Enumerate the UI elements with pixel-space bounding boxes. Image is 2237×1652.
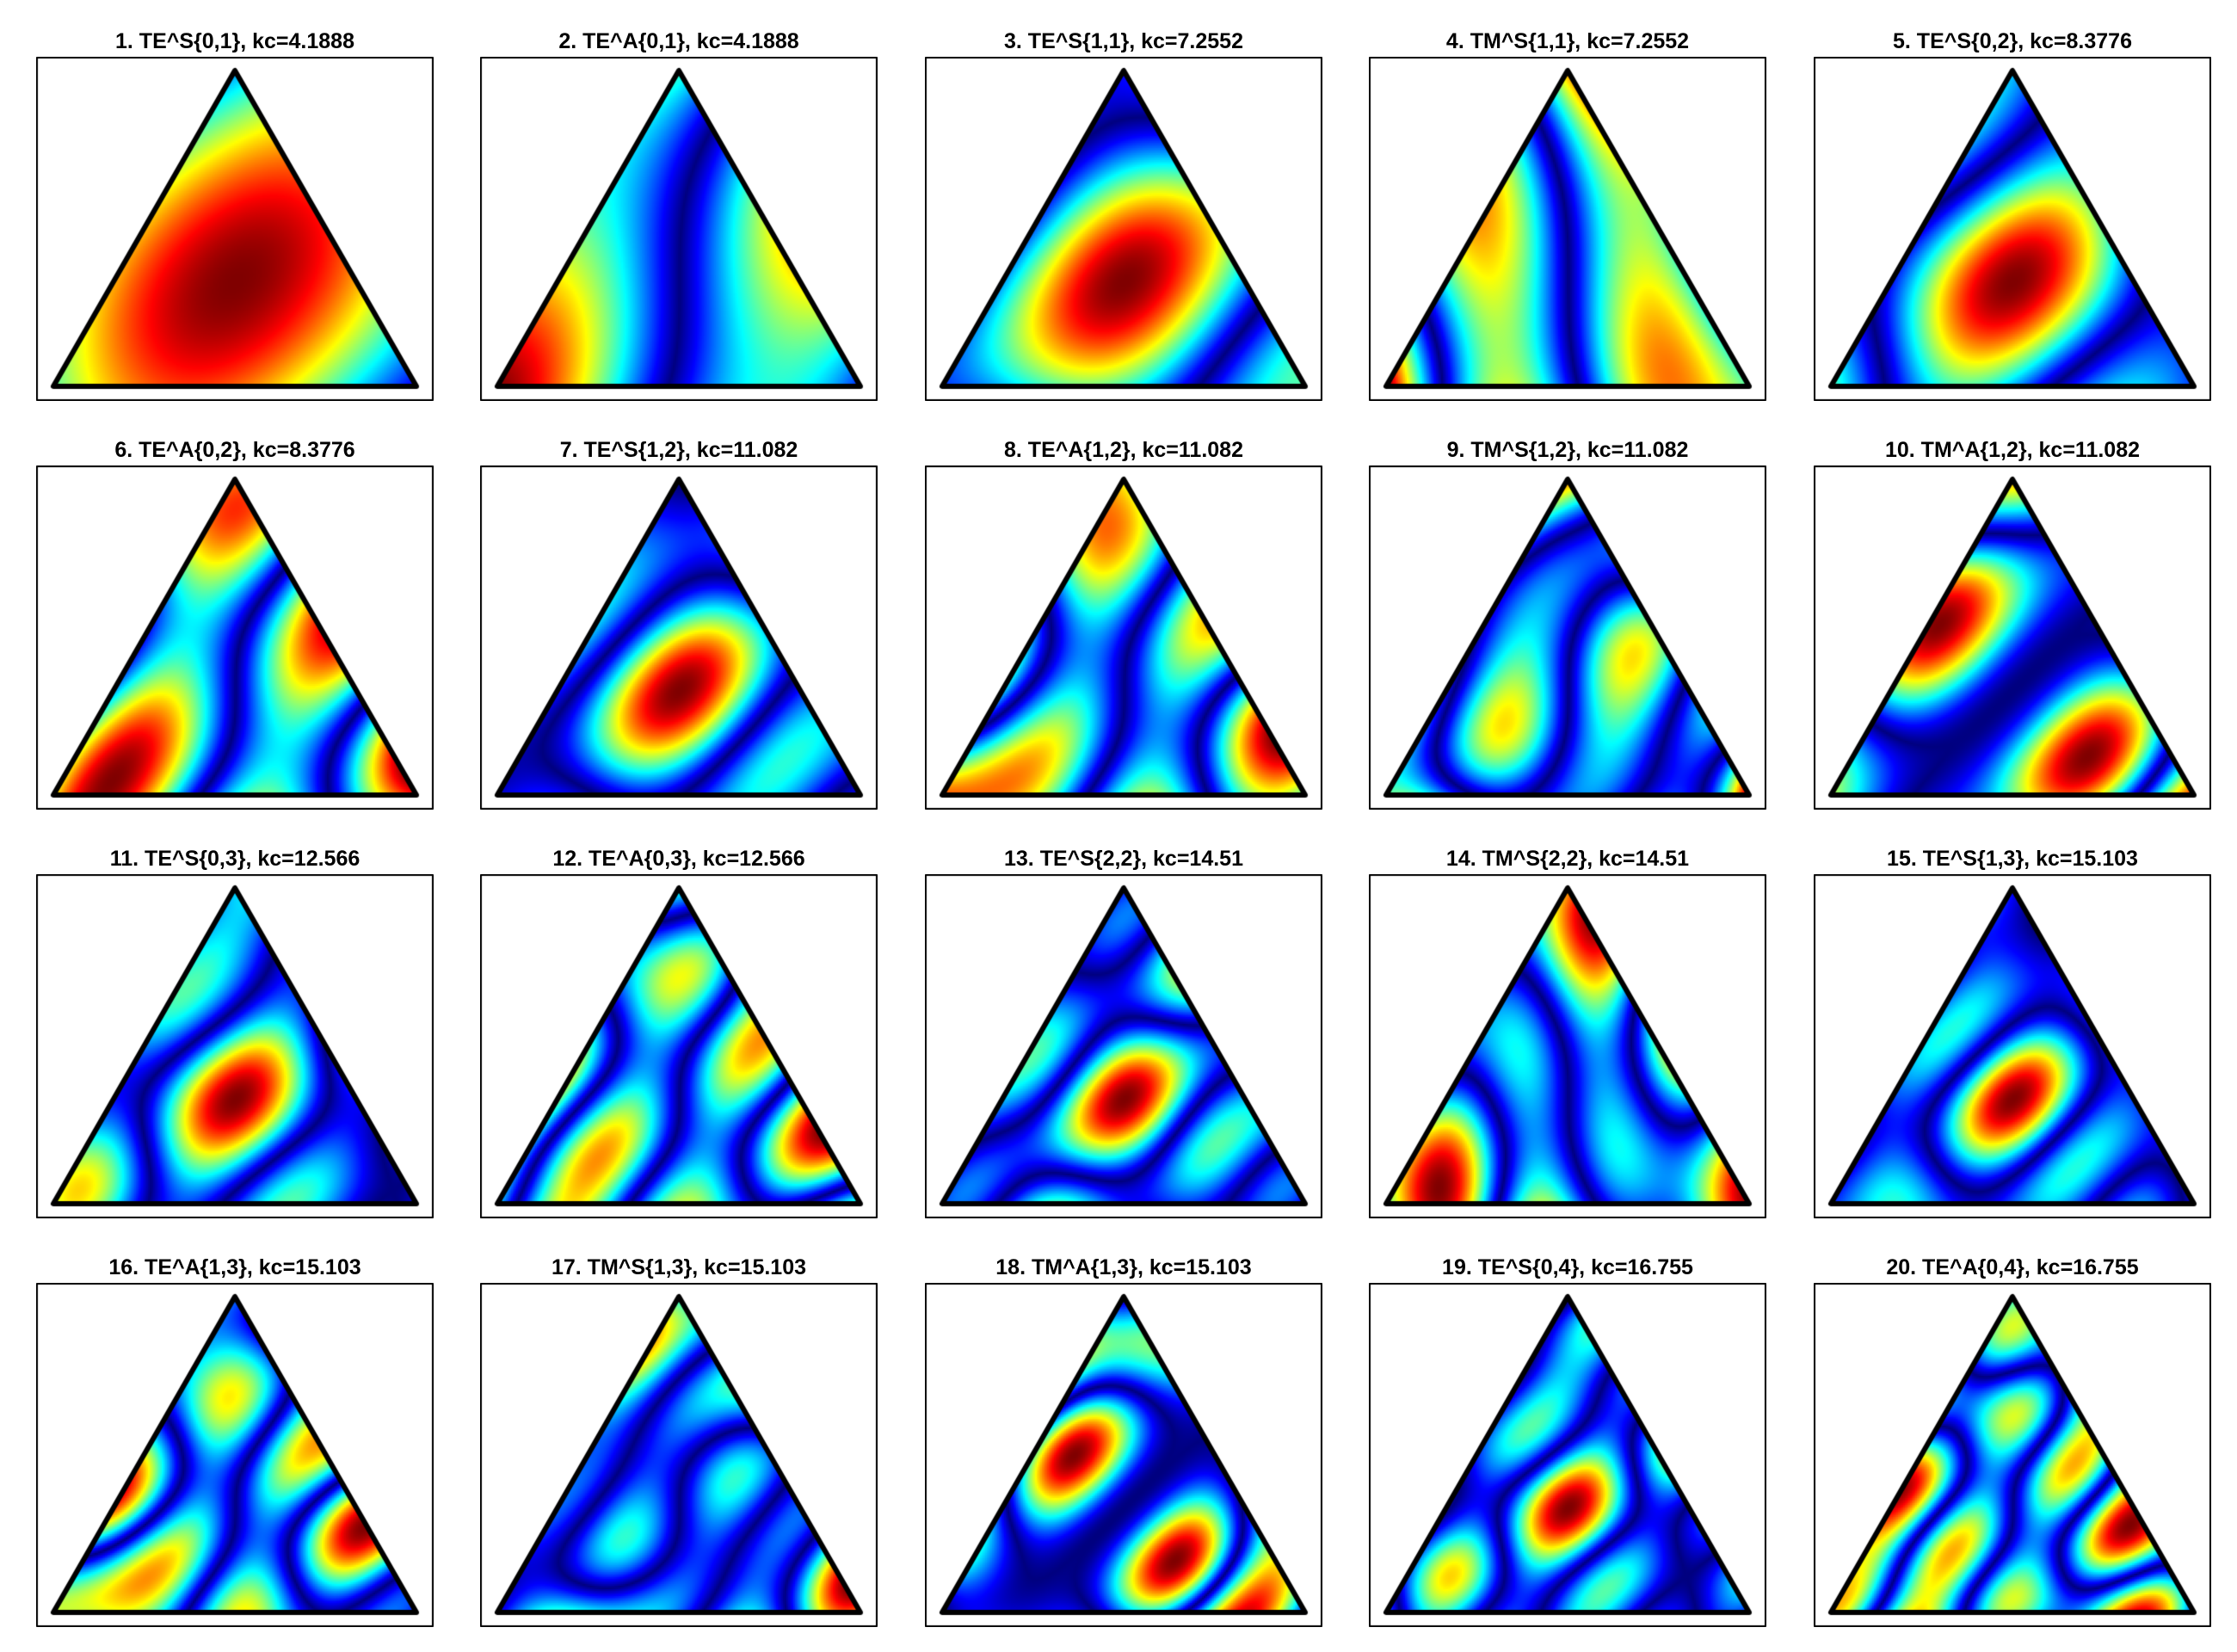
mode-field-plot [480, 874, 878, 1218]
mode-field-plot [1369, 1283, 1766, 1627]
mode-field-plot [925, 465, 1322, 810]
panel-title: 9. TM^S{1,2}, kc=11.082 [1446, 438, 1689, 462]
panel-title: 17. TM^S{1,3}, kc=15.103 [551, 1255, 807, 1279]
mode-panel: 1. TE^S{0,1}, kc=4.1888 [36, 26, 434, 404]
panel-title: 3. TE^S{1,1}, kc=7.2552 [1004, 29, 1243, 53]
panel-title: 15. TE^S{1,3}, kc=15.103 [1887, 847, 2138, 871]
mode-panel: 9. TM^S{1,2}, kc=11.082 [1369, 435, 1766, 813]
mode-panel: 5. TE^S{0,2}, kc=8.3776 [1814, 26, 2211, 404]
mode-panel: 12. TE^A{0,3}, kc=12.566 [480, 843, 878, 1222]
panel-title: 18. TM^A{1,3}, kc=15.103 [995, 1255, 1252, 1279]
mode-panel: 10. TM^A{1,2}, kc=11.082 [1814, 435, 2211, 813]
mode-panel: 18. TM^A{1,3}, kc=15.103 [925, 1252, 1322, 1630]
panel-title: 13. TE^S{2,2}, kc=14.51 [1004, 847, 1243, 871]
mode-panel: 8. TE^A{1,2}, kc=11.082 [925, 435, 1322, 813]
mode-field-plot [36, 57, 434, 401]
mode-panel: 14. TM^S{2,2}, kc=14.51 [1369, 843, 1766, 1222]
mode-field-plot [480, 1283, 878, 1627]
panel-title: 5. TE^S{0,2}, kc=8.3776 [1893, 29, 2132, 53]
panel-title: 4. TM^S{1,1}, kc=7.2552 [1445, 29, 1690, 53]
mode-field-plot [36, 874, 434, 1218]
panel-title: 16. TE^A{1,3}, kc=15.103 [108, 1255, 361, 1279]
mode-field-plot [1814, 874, 2211, 1218]
mode-panel: 20. TE^A{0,4}, kc=16.755 [1814, 1252, 2211, 1630]
mode-field-plot [1369, 57, 1766, 401]
panel-title: 2. TE^A{0,1}, kc=4.1888 [558, 29, 799, 53]
mode-panel: 2. TE^A{0,1}, kc=4.1888 [480, 26, 878, 404]
mode-panel: 4. TM^S{1,1}, kc=7.2552 [1369, 26, 1766, 404]
mode-panel: 15. TE^S{1,3}, kc=15.103 [1814, 843, 2211, 1222]
mode-field-plot [1814, 57, 2211, 401]
mode-panel: 17. TM^S{1,3}, kc=15.103 [480, 1252, 878, 1630]
mode-field-plot [36, 465, 434, 810]
mode-field-plot [1369, 465, 1766, 810]
mode-panel: 13. TE^S{2,2}, kc=14.51 [925, 843, 1322, 1222]
mode-panel: 3. TE^S{1,1}, kc=7.2552 [925, 26, 1322, 404]
panel-title: 10. TM^A{1,2}, kc=11.082 [1884, 438, 2141, 462]
mode-panel: 7. TE^S{1,2}, kc=11.082 [480, 435, 878, 813]
mode-field-plot [1369, 874, 1766, 1218]
panel-title: 20. TE^A{0,4}, kc=16.755 [1886, 1255, 2139, 1279]
panel-title: 1. TE^S{0,1}, kc=4.1888 [115, 29, 354, 53]
mode-field-plot [925, 874, 1322, 1218]
mode-panel: 16. TE^A{1,3}, kc=15.103 [36, 1252, 434, 1630]
mode-field-plot [480, 57, 878, 401]
panel-title: 12. TE^A{0,3}, kc=12.566 [552, 847, 805, 871]
mode-field-plot [925, 57, 1322, 401]
mode-field-plot [480, 465, 878, 810]
panel-title: 8. TE^A{1,2}, kc=11.082 [1004, 438, 1243, 462]
panel-title: 14. TM^S{2,2}, kc=14.51 [1445, 847, 1690, 871]
panel-title: 19. TE^S{0,4}, kc=16.755 [1442, 1255, 1693, 1279]
mode-panel: 11. TE^S{0,3}, kc=12.566 [36, 843, 434, 1222]
mode-field-plot [1814, 465, 2211, 810]
panel-title: 6. TE^A{0,2}, kc=8.3776 [114, 438, 355, 462]
mode-field-plot [925, 1283, 1322, 1627]
mode-field-plot [36, 1283, 434, 1627]
mode-field-plot [1814, 1283, 2211, 1627]
mode-panel: 6. TE^A{0,2}, kc=8.3776 [36, 435, 434, 813]
mode-panel: 19. TE^S{0,4}, kc=16.755 [1369, 1252, 1766, 1630]
panel-title: 7. TE^S{1,2}, kc=11.082 [559, 438, 798, 462]
panel-title: 11. TE^S{0,3}, kc=12.566 [109, 847, 361, 871]
